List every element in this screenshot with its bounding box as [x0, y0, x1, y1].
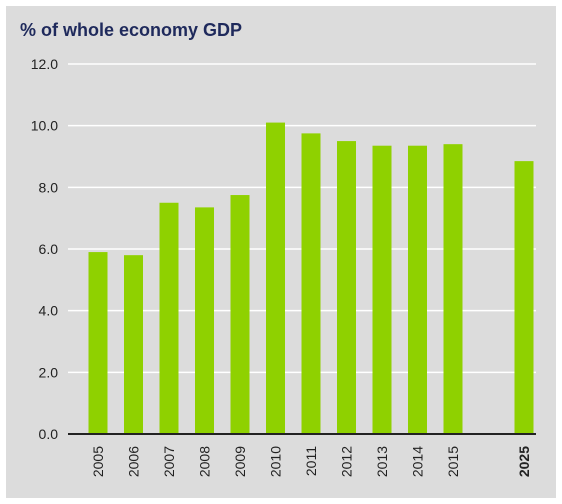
x-tick-label: 2009 [232, 446, 248, 477]
bar-2006 [124, 255, 143, 434]
y-tick-label: 8.0 [39, 179, 59, 195]
bar-2015 [443, 144, 463, 434]
bar-2007 [159, 202, 179, 434]
x-tick-label: 2010 [268, 446, 284, 477]
bar-2011 [301, 133, 321, 434]
bar-2013 [372, 145, 392, 435]
bar-2012 [337, 141, 356, 435]
x-tick-label: 2011 [303, 446, 319, 476]
chart-panel: % of whole economy GDP 0.0 2.0 4.0 6.0 8.0 10… [6, 6, 556, 498]
x-tick-label: 2012 [339, 446, 355, 477]
y-tick-label: 12.0 [31, 56, 58, 72]
y-tick-label: 4.0 [39, 303, 59, 319]
y-tick-label: 10.0 [31, 118, 58, 134]
y-tick-label: 6.0 [39, 241, 59, 257]
y-tick-label: 2.0 [39, 364, 59, 380]
bar-2005 [88, 252, 108, 434]
x-tick-label: 2008 [197, 446, 213, 477]
bar-2014 [408, 145, 427, 435]
x-tick-label: 2025 [516, 446, 532, 477]
bar-2008 [195, 207, 214, 434]
x-tick-label: 2005 [90, 446, 106, 477]
chart-title: % of whole economy GDP [20, 20, 243, 40]
bar-2025 [514, 161, 534, 434]
x-tick-label: 2013 [374, 446, 390, 477]
x-tick-label: 2007 [161, 446, 177, 477]
x-tick-label: 2006 [126, 446, 142, 477]
y-tick-label: 0.0 [39, 426, 59, 442]
x-tick-label: 2014 [410, 446, 426, 477]
bar-chart: 0.0 2.0 4.0 6.0 8.0 10.0 12.0 2005 2006 2007 2008 2… [31, 56, 536, 477]
bar-2010 [266, 122, 285, 434]
bar-2009 [230, 195, 250, 434]
x-tick-label: 2015 [445, 446, 461, 477]
